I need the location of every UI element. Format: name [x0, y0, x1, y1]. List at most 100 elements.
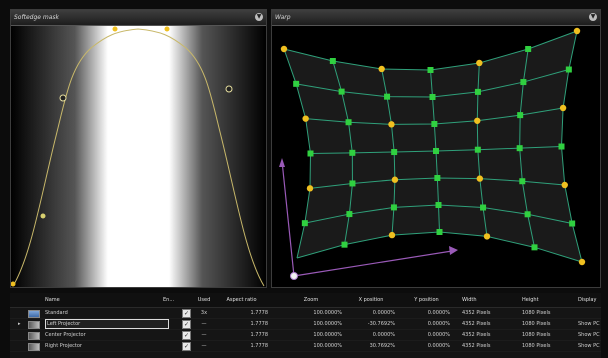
header-name[interactable]: Name — [45, 297, 60, 303]
row-xpos: -30.7692% — [367, 321, 395, 327]
warp-mesh[interactable] — [272, 26, 600, 287]
x-axis-arrowhead — [449, 246, 458, 255]
warp-vertex-handle[interactable] — [474, 117, 481, 124]
warp-tangent-handle[interactable] — [349, 180, 356, 187]
x-axis-arrow — [293, 250, 453, 277]
warp-tangent-handle[interactable] — [434, 175, 441, 181]
warp-tangent-handle[interactable] — [520, 79, 527, 86]
curve-handle[interactable] — [225, 85, 233, 93]
header-aspect-ratio[interactable]: Aspect ratio — [226, 297, 257, 303]
warp-tangent-handle[interactable] — [480, 204, 487, 211]
row-used: 3x — [200, 310, 208, 316]
warp-canvas[interactable] — [272, 26, 600, 287]
check-icon[interactable]: ✓ — [182, 331, 191, 340]
warp-vertex-handle[interactable] — [388, 231, 396, 239]
header-width[interactable]: Width — [462, 297, 477, 303]
warp-tangent-handle[interactable] — [301, 220, 308, 227]
warp-vertex-handle[interactable] — [578, 258, 586, 266]
table-row[interactable]: Standard ✓ 3x 1.7778 100.0000% 0.0000% 0… — [10, 308, 601, 319]
row-display: Show PC — [578, 343, 600, 349]
warp-tangent-handle[interactable] — [293, 80, 300, 87]
check-icon[interactable]: ✓ — [182, 342, 191, 351]
curve-handle[interactable] — [11, 281, 16, 287]
row-height: 1080 Pixels — [522, 343, 551, 349]
curve-handle[interactable] — [59, 94, 67, 102]
warp-vertex-handle[interactable] — [573, 27, 581, 35]
row-name: Right Projector — [45, 343, 82, 349]
row-aspect: 1.7778 — [250, 343, 269, 349]
warp-tangent-handle[interactable] — [531, 244, 538, 251]
warp-vertex-handle[interactable] — [280, 45, 288, 53]
row-height: 1080 Pixels — [522, 332, 551, 338]
header-enabled[interactable]: En... — [163, 297, 175, 303]
curve-handle[interactable] — [164, 26, 170, 32]
table-row[interactable]: ▸ Left Projector ✓ — 1.7778 100.0000% -3… — [10, 319, 601, 330]
softedge-canvas[interactable] — [11, 26, 266, 287]
row-name[interactable]: Left Projector — [45, 319, 169, 329]
row-name: Center Projector — [45, 332, 86, 338]
warp-tangent-handle[interactable] — [338, 88, 345, 95]
table-row[interactable]: Center Projector ✓ — 1.7778 100.0000% 0.… — [10, 330, 601, 341]
warp-vertex-handle[interactable] — [388, 121, 395, 128]
warp-tangent-handle[interactable] — [474, 146, 481, 153]
warp-vertex-handle[interactable] — [476, 59, 483, 67]
check-icon[interactable]: ✓ — [182, 320, 191, 329]
warp-tangent-handle[interactable] — [390, 204, 397, 211]
warp-vertex-handle[interactable] — [391, 176, 399, 183]
row-aspect: 1.7778 — [250, 310, 269, 316]
warp-tangent-handle[interactable] — [524, 211, 531, 218]
warp-tangent-handle[interactable] — [569, 220, 576, 227]
warp-vertex-handle[interactable] — [378, 65, 385, 73]
warp-vertex-handle[interactable] — [561, 181, 568, 189]
warp-tangent-handle[interactable] — [391, 149, 398, 156]
row-arrow-icon: ▸ — [18, 321, 21, 327]
check-icon[interactable]: ✓ — [182, 309, 191, 318]
warp-tangent-handle[interactable] — [345, 119, 352, 126]
row-width: 4352 Pixels — [462, 343, 491, 349]
warp-tangent-handle[interactable] — [346, 211, 353, 218]
warp-vertex-handle[interactable] — [302, 115, 309, 122]
warp-tangent-handle[interactable] — [565, 66, 572, 73]
warp-tangent-handle[interactable] — [427, 67, 434, 73]
row-zoom: 100.0000% — [313, 310, 342, 316]
warp-tangent-handle[interactable] — [429, 94, 436, 100]
warp-tangent-handle[interactable] — [431, 121, 438, 127]
warp-tangent-handle[interactable] — [307, 150, 314, 157]
warp-tangent-handle[interactable] — [435, 202, 442, 208]
softedge-titlebar: Softedge mask ▼ — [11, 10, 266, 26]
warp-tangent-handle[interactable] — [341, 241, 348, 248]
row-xpos: 30.7692% — [369, 343, 395, 349]
curve-handle[interactable] — [40, 213, 46, 219]
warp-tangent-handle[interactable] — [558, 143, 565, 150]
origin-handle[interactable] — [290, 272, 298, 280]
warp-vertex-handle[interactable] — [559, 104, 567, 112]
warp-tangent-handle[interactable] — [517, 112, 524, 119]
projector-icon — [28, 343, 40, 351]
header-used[interactable]: Used — [197, 297, 211, 303]
row-used: — — [201, 343, 207, 349]
header-y-position[interactable]: Y position — [414, 297, 439, 303]
warp-tangent-handle[interactable] — [516, 145, 523, 152]
warp-tangent-handle[interactable] — [525, 46, 532, 52]
warp-title: Warp — [275, 14, 291, 21]
curve-handle[interactable] — [112, 26, 118, 32]
warp-tangent-handle[interactable] — [349, 149, 356, 156]
header-display[interactable]: Display — [578, 297, 597, 303]
row-aspect: 1.7778 — [250, 321, 269, 327]
warp-vertex-handle[interactable] — [306, 185, 314, 192]
header-height[interactable]: Height — [522, 297, 539, 303]
warp-tangent-handle[interactable] — [474, 88, 481, 95]
warp-vertex-handle[interactable] — [483, 233, 491, 240]
header-zoom[interactable]: Zoom — [303, 297, 319, 303]
warp-tangent-handle[interactable] — [384, 93, 391, 100]
table-row[interactable]: Right Projector ✓ — 1.7778 100.0000% 30.… — [10, 341, 601, 352]
warp-tangent-handle[interactable] — [436, 229, 443, 235]
pin-icon[interactable]: ▼ — [255, 13, 263, 21]
warp-tangent-handle[interactable] — [433, 148, 439, 154]
warp-tangent-handle[interactable] — [519, 178, 526, 185]
warp-vertex-handle[interactable] — [476, 175, 484, 182]
header-x-position[interactable]: X position — [358, 297, 384, 303]
pin-icon[interactable]: ▼ — [589, 13, 597, 21]
warp-tangent-handle[interactable] — [329, 58, 336, 64]
softedge-graph[interactable] — [11, 26, 266, 287]
